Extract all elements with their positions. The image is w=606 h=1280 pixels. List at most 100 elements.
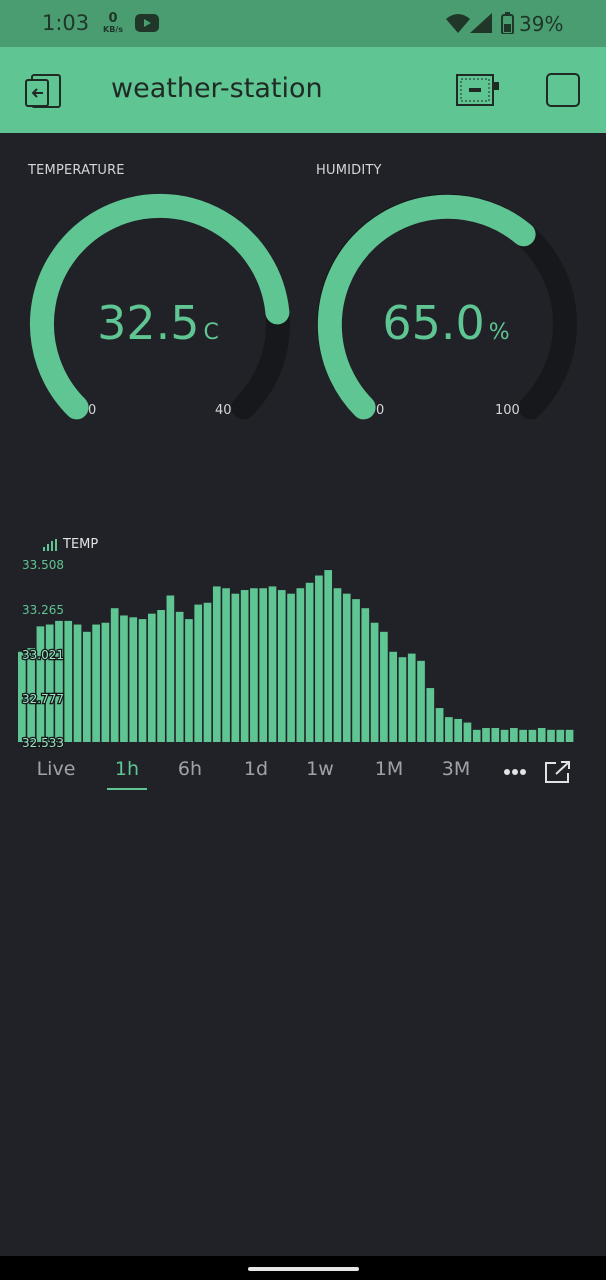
chart-bar: [528, 729, 537, 742]
device-icon[interactable]: [456, 74, 502, 106]
chart-bar: [407, 653, 416, 742]
chart-bar: [445, 717, 453, 742]
network-speed-unit: KB/s: [103, 25, 123, 34]
battery-icon: [501, 12, 514, 34]
chart-bar: [18, 651, 26, 742]
chart-bar: [463, 722, 472, 742]
status-bar: 1:03 0 KB/s 39%: [0, 0, 606, 47]
chart-bar: [120, 615, 128, 742]
humidity-value: 65.0: [382, 296, 485, 350]
chart-bar: [333, 588, 342, 742]
temperature-readout: 32.5 C: [58, 296, 258, 356]
chart-bar: [398, 657, 407, 742]
chart-bar: [510, 728, 518, 742]
chart-bar: [324, 570, 333, 742]
chart-bar: [212, 586, 221, 742]
chart-bar: [147, 613, 156, 742]
signal-icon: [470, 13, 492, 33]
temperature-value: 32.5: [97, 296, 200, 350]
chart-bar: [296, 588, 305, 742]
y-tick-label: 32.777: [22, 692, 64, 706]
chart-bar: [426, 688, 435, 742]
chart-bar: [101, 622, 110, 742]
chart-bar: [519, 729, 527, 742]
chart-bar: [231, 593, 240, 742]
network-speed-value: 0: [108, 11, 118, 26]
active-tab-underline: [107, 788, 147, 790]
home-handle[interactable]: [248, 1267, 359, 1271]
navigation-bar: [0, 1256, 606, 1280]
y-tick-label: 33.021: [22, 648, 64, 662]
wifi-icon: [446, 14, 470, 33]
tab-1d[interactable]: 1d: [243, 758, 269, 780]
chart-bar: [268, 586, 277, 742]
chart-bar: [55, 620, 63, 742]
chart-bar: [454, 718, 462, 742]
chart-bar: [547, 729, 555, 742]
chart-bar: [82, 631, 91, 742]
chart-bar: [389, 651, 398, 742]
chart-bar: [157, 610, 165, 742]
tab-1h[interactable]: 1h: [114, 758, 140, 780]
chart-bar: [222, 588, 230, 742]
more-icon[interactable]: [503, 768, 527, 776]
chart-bar: [45, 624, 54, 742]
chart-bar: [73, 624, 82, 742]
chart-bar: [92, 624, 100, 742]
chart-bar: [556, 729, 565, 742]
chart-bar: [352, 599, 360, 742]
chart-bar: [27, 648, 35, 742]
tab-6h[interactable]: 6h: [177, 758, 203, 780]
humidity-readout: 65.0%: [346, 296, 546, 356]
chart-bar: [110, 608, 119, 742]
battery-percent: 39%: [519, 12, 564, 36]
chart-bar: [491, 728, 500, 742]
temperature-max: 40: [215, 403, 232, 418]
humidity-gauge-fill: [317, 194, 536, 420]
chart-bar: [240, 590, 249, 742]
chart-bar: [305, 582, 314, 742]
chart-bar: [380, 631, 388, 742]
tab-3m[interactable]: 3M: [441, 758, 471, 780]
chart-bar: [472, 729, 481, 742]
humidity-min: 0: [376, 403, 385, 418]
temperature-unit: C: [203, 320, 219, 345]
y-tick-label: 33.508: [22, 558, 64, 572]
chart-bar: [175, 611, 184, 742]
tab-1m[interactable]: 1M: [374, 758, 404, 780]
chart-bar: [315, 575, 323, 742]
chart-bar: [500, 729, 509, 742]
temperature-gauge-fill: [29, 193, 290, 420]
page-title: weather-station: [111, 73, 323, 104]
y-tick-label: 33.265: [22, 603, 64, 617]
chart-bar: [129, 617, 138, 742]
y-tick-label: 32.533: [22, 736, 64, 750]
tab-live[interactable]: Live: [36, 758, 76, 780]
bar-chart-icon: [43, 539, 57, 551]
chart-bar: [287, 593, 295, 742]
temperature-label: TEMPERATURE: [28, 163, 125, 178]
chart-bar: [64, 620, 73, 742]
chart-bar: [342, 593, 351, 742]
chart-bar: [565, 729, 574, 742]
chart-bar: [370, 622, 379, 742]
tab-1w[interactable]: 1w: [306, 758, 334, 780]
chart-legend: TEMP: [63, 537, 99, 552]
exit-icon[interactable]: [23, 71, 63, 111]
youtube-icon: [135, 14, 159, 32]
chart-bar: [277, 590, 286, 742]
chart-bar: [537, 728, 546, 742]
temp-bar-chart[interactable]: 33.508 33.265 33.021 32.777 32.533: [0, 550, 606, 750]
chart-bar: [36, 626, 45, 742]
chart-bar: [250, 588, 258, 742]
chart-bar: [482, 728, 490, 742]
chart-bar: [361, 608, 370, 742]
export-icon[interactable]: [544, 760, 572, 784]
square-icon[interactable]: [546, 73, 580, 107]
chart-bar: [417, 660, 425, 742]
status-time: 1:03: [42, 11, 90, 35]
chart-bar: [166, 595, 175, 742]
chart-bar: [194, 604, 203, 742]
humidity-gauge: [317, 193, 577, 420]
humidity-unit: %: [488, 320, 510, 345]
